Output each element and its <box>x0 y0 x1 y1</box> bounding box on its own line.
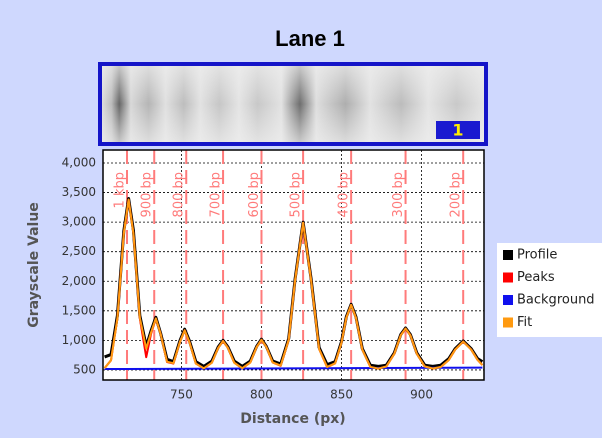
lane-label: 1 <box>452 121 463 140</box>
marker-label: 800 bp <box>172 172 187 217</box>
y-tick-label: 500 <box>73 362 96 376</box>
marker-label: 700 bp <box>209 172 224 217</box>
legend-swatch <box>503 318 513 328</box>
legend-label: Peaks <box>517 270 555 285</box>
y-tick-label: 1,500 <box>62 303 96 317</box>
y-tick-label: 2,500 <box>62 244 96 258</box>
y-tick-label: 3,500 <box>62 185 96 199</box>
x-tick-label: 850 <box>330 388 353 402</box>
chart: Lane 1 1 500 1,000 1,500 2,000 2,500 3,000 3,5… <box>0 0 602 438</box>
y-tick-label: 4,000 <box>62 156 96 170</box>
x-tick-label: 800 <box>250 388 273 402</box>
y-tick-label: 2,000 <box>62 274 96 288</box>
chart-title: Lane 1 <box>275 26 345 51</box>
legend-swatch <box>503 295 513 305</box>
gel-image: 1 <box>100 64 486 144</box>
y-tick-label: 1,000 <box>62 333 96 347</box>
marker-label: 300 bp <box>391 172 406 217</box>
x-tick-label: 750 <box>170 388 193 402</box>
marker-label: 1 kbp <box>113 172 128 208</box>
legend-label: Background <box>517 293 595 308</box>
marker-label: 400 bp <box>337 172 352 217</box>
legend-swatch <box>503 273 513 283</box>
legend-label: Profile <box>517 248 557 263</box>
x-tick-label: 900 <box>410 388 433 402</box>
y-axis-label: Grayscale Value <box>26 202 42 328</box>
marker-label: 600 bp <box>247 172 262 217</box>
marker-label: 200 bp <box>449 172 464 217</box>
y-tick-label: 3,000 <box>62 215 96 229</box>
x-axis-label: Distance (px) <box>240 411 345 427</box>
marker-label: 500 bp <box>289 172 304 217</box>
legend-label: Fit <box>517 315 532 330</box>
legend-swatch <box>503 250 513 260</box>
marker-label: 900 bp <box>140 172 155 217</box>
